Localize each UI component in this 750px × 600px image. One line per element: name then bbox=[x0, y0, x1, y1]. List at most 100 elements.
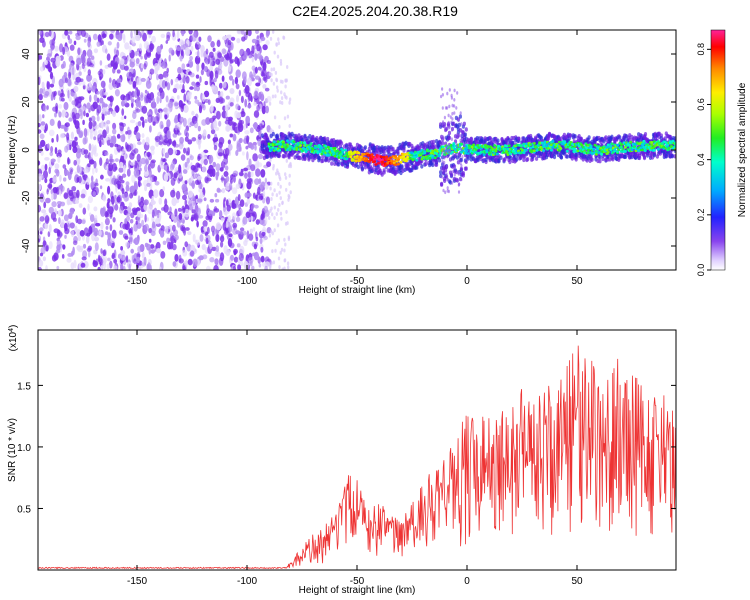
noise-blob bbox=[41, 209, 47, 214]
noise-blob bbox=[71, 140, 77, 149]
noise-blob bbox=[142, 32, 147, 42]
noise-blob bbox=[151, 209, 155, 219]
band-blob bbox=[396, 149, 400, 155]
noise-blob bbox=[83, 149, 89, 155]
noise-blob bbox=[246, 135, 250, 145]
noise-blob bbox=[123, 164, 126, 174]
noise-blob bbox=[172, 30, 175, 38]
noise-blob bbox=[158, 73, 164, 80]
noise-blob bbox=[222, 81, 227, 89]
noise-blob bbox=[238, 89, 242, 97]
noise-blob bbox=[235, 216, 241, 222]
band-core-blob bbox=[408, 157, 412, 160]
noise-blob bbox=[123, 35, 126, 44]
band-core-blob bbox=[373, 160, 377, 164]
noise-blob bbox=[128, 72, 133, 77]
noise-blob bbox=[176, 95, 180, 100]
noise-blob bbox=[167, 102, 173, 108]
noise-blob bbox=[113, 48, 117, 56]
band-blob bbox=[459, 166, 463, 172]
noise-blob bbox=[60, 219, 65, 228]
noise-blob bbox=[81, 53, 86, 63]
noise-blob bbox=[231, 187, 238, 195]
band-core-blob bbox=[451, 150, 454, 154]
noise-blob bbox=[150, 149, 155, 156]
noise-blob bbox=[257, 66, 262, 71]
noise-blob bbox=[225, 199, 229, 207]
noise-blob bbox=[100, 264, 104, 270]
noise-blob bbox=[38, 259, 44, 267]
noise-blob bbox=[265, 196, 271, 205]
noise-blob bbox=[100, 221, 104, 230]
noise-blob bbox=[236, 38, 241, 44]
noise-blob bbox=[228, 182, 233, 191]
noise-blob bbox=[185, 259, 188, 268]
band-blob bbox=[663, 136, 667, 141]
noise-blob bbox=[220, 177, 226, 181]
band-core-blob bbox=[423, 150, 427, 154]
noise-blob bbox=[252, 141, 257, 146]
band-core-blob bbox=[283, 143, 287, 147]
noise-blob bbox=[62, 60, 66, 69]
noise-blob bbox=[174, 208, 178, 217]
noise-blob bbox=[254, 144, 257, 151]
noise-blob bbox=[136, 153, 141, 162]
noise-blob bbox=[200, 157, 205, 165]
band-core-blob bbox=[388, 156, 392, 160]
noise-blob bbox=[121, 188, 125, 194]
noise-blob bbox=[199, 76, 202, 83]
noise-blob bbox=[68, 71, 72, 79]
noise-blob bbox=[269, 186, 272, 191]
noise-blob bbox=[228, 143, 233, 151]
noise-blob bbox=[52, 106, 58, 112]
noise-blob bbox=[145, 136, 150, 146]
noise-blob bbox=[198, 36, 202, 42]
noise-blob bbox=[74, 174, 80, 184]
noise-blob bbox=[272, 260, 276, 265]
noise-blob bbox=[140, 77, 146, 82]
noise-blob bbox=[218, 96, 224, 104]
noise-blob bbox=[130, 162, 135, 166]
noise-blob bbox=[264, 177, 268, 184]
noise-blob bbox=[54, 163, 60, 170]
noise-blob bbox=[195, 194, 198, 200]
noise-blob bbox=[116, 144, 122, 152]
noise-blob bbox=[39, 193, 44, 199]
noise-blob bbox=[271, 94, 275, 99]
noise-blob bbox=[275, 171, 278, 176]
noise-blob bbox=[78, 203, 83, 209]
noise-blob bbox=[62, 244, 66, 250]
noise-blob bbox=[162, 186, 166, 192]
noise-blob bbox=[60, 124, 65, 129]
noise-blob bbox=[96, 104, 102, 114]
noise-blob bbox=[270, 67, 273, 72]
band-core-blob bbox=[355, 155, 359, 158]
noise-blob bbox=[198, 141, 201, 150]
noise-blob bbox=[166, 130, 171, 139]
noise-blob bbox=[197, 215, 204, 219]
noise-blob bbox=[276, 88, 279, 93]
noise-blob bbox=[278, 203, 281, 207]
noise-blob bbox=[122, 148, 127, 154]
band-blob bbox=[546, 136, 551, 141]
noise-blob bbox=[38, 114, 42, 123]
band-blob bbox=[496, 138, 500, 143]
noise-blob bbox=[52, 176, 57, 183]
noise-blob bbox=[131, 207, 138, 213]
noise-blob bbox=[93, 136, 97, 141]
band-blob bbox=[463, 132, 467, 137]
noise-blob bbox=[148, 73, 152, 79]
noise-blob bbox=[151, 221, 156, 229]
band-blob bbox=[260, 133, 264, 138]
noise-blob bbox=[144, 53, 148, 60]
noise-blob bbox=[126, 242, 130, 250]
noise-blob bbox=[119, 58, 125, 65]
noise-blob bbox=[245, 145, 249, 150]
band-blob bbox=[441, 140, 445, 146]
noise-blob bbox=[239, 245, 245, 255]
noise-blob bbox=[197, 175, 203, 180]
band-core-blob bbox=[507, 144, 511, 148]
noise-blob bbox=[245, 115, 251, 124]
noise-blob bbox=[73, 259, 77, 269]
noise-blob bbox=[54, 45, 59, 52]
